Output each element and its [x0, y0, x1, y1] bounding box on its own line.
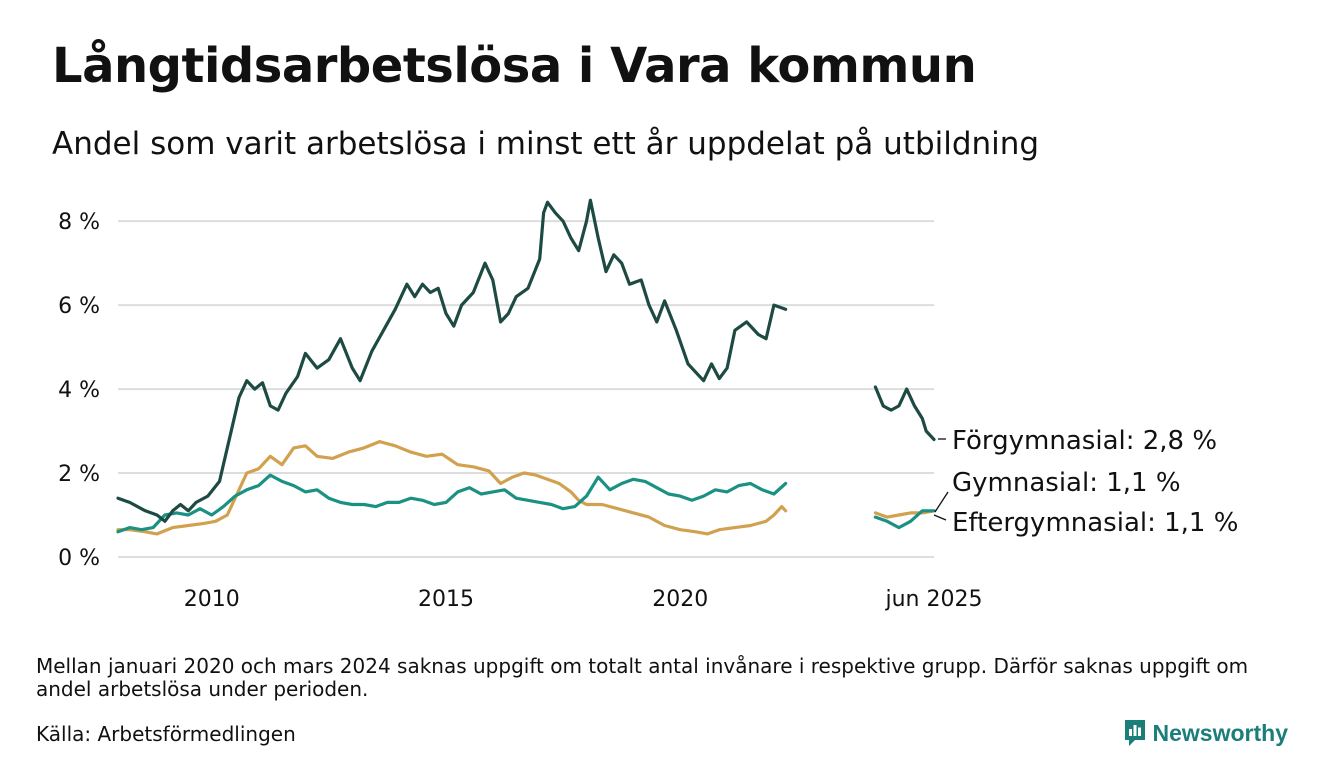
series-line-forgymnasial — [873, 385, 936, 442]
newsworthy-chart-icon — [1124, 720, 1145, 746]
series-line-gymnasial — [116, 440, 788, 536]
x-tick-label: 2015 — [418, 587, 474, 612]
line-chart: 0 % 2 % 4 % 6 % 8 % 2010 2015 2020 jun 2025 För… — [58, 198, 1238, 612]
series-line-gymnasial — [873, 509, 936, 519]
end-label-eftergymnasial: Eftergymnasial: 1,1 % — [952, 508, 1238, 538]
series-line-forgymnasial — [116, 198, 788, 523]
y-tick-label: 8 % — [58, 210, 100, 235]
y-tick-label: 2 % — [58, 462, 100, 487]
gridlines — [118, 220, 934, 558]
end-labels: Förgymnasial: 2,8 % Gymnasial: 1,1 % Efter… — [933, 426, 1238, 538]
end-label-leader — [934, 491, 949, 513]
x-tick-label: jun 2025 — [885, 587, 983, 612]
y-tick-label: 4 % — [58, 378, 100, 403]
x-axis-ticks: 2010 2015 2020 jun 2025 — [184, 587, 983, 612]
end-label-gymnasial: Gymnasial: 1,1 % — [952, 468, 1181, 498]
chart-subtitle: Andel som varit arbetslösa i minst ett å… — [52, 126, 1040, 162]
chart-title: Långtidsarbetslösa i Vara kommun — [52, 38, 977, 94]
x-tick-label: 2020 — [652, 587, 708, 612]
brand-logo[interactable]: Newsworthy — [1123, 716, 1288, 750]
series-line-eftergymnasial — [116, 473, 788, 534]
y-axis-ticks: 0 % 2 % 4 % 6 % 8 % — [58, 210, 100, 571]
brand-name: Newsworthy — [1152, 719, 1288, 746]
y-tick-label: 0 % — [58, 546, 100, 571]
y-tick-label: 6 % — [58, 294, 100, 319]
x-tick-label: 2010 — [184, 587, 240, 612]
series-lines — [116, 198, 936, 536]
end-label-forgymnasial: Förgymnasial: 2,8 % — [952, 426, 1217, 456]
series-line-eftergymnasial — [873, 509, 936, 530]
end-label-leader — [933, 514, 947, 521]
footnote: Mellan januari 2020 och mars 2024 saknas… — [36, 654, 1249, 701]
source-text: Källa: Arbetsförmedlingen — [36, 722, 296, 746]
